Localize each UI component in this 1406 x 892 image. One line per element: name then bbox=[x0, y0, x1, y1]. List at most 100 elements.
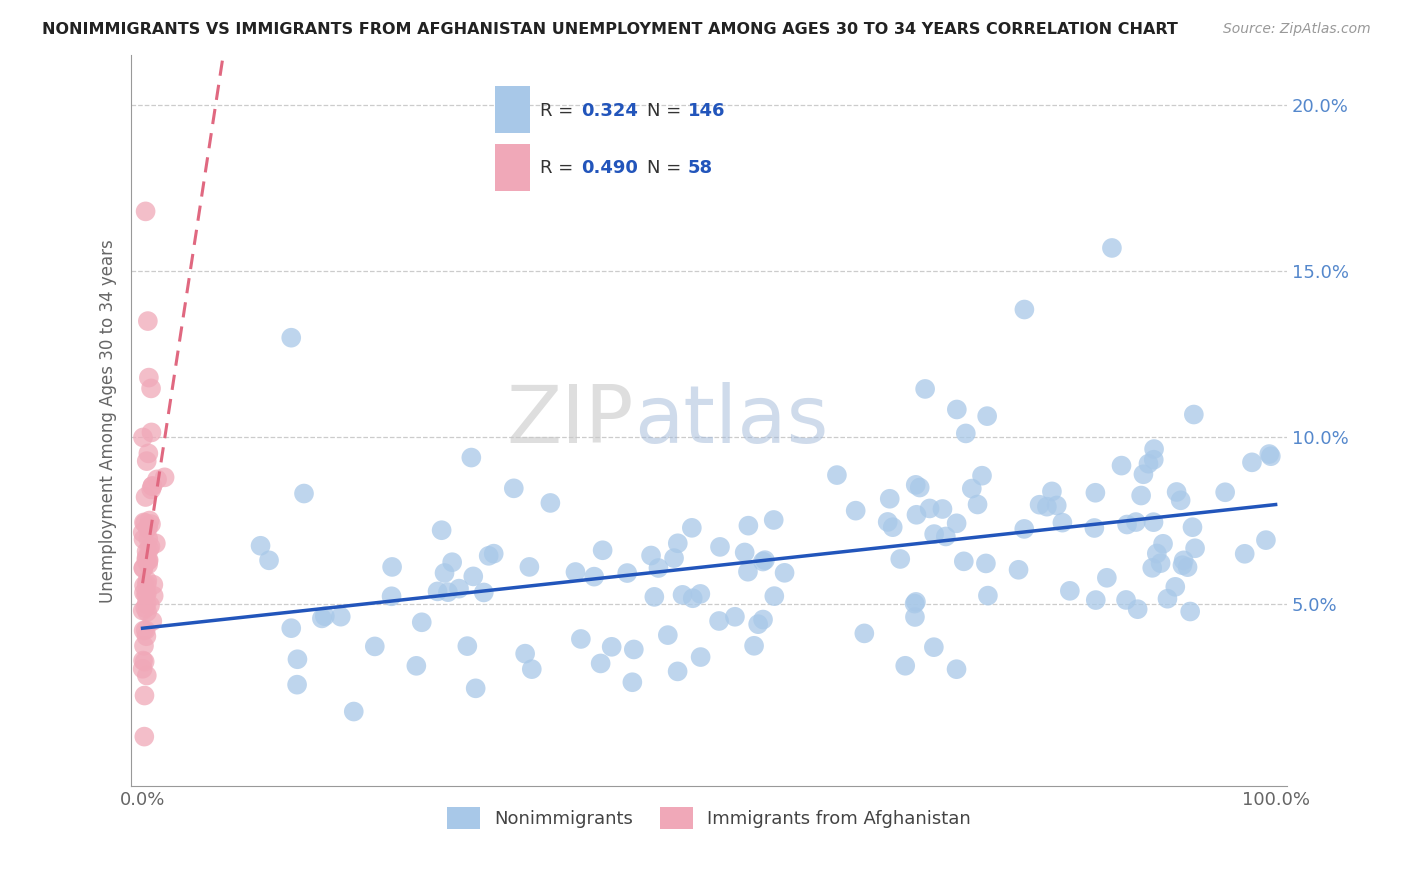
Point bbox=[1125, 515, 1147, 529]
Point bbox=[433, 566, 456, 580]
Point bbox=[141, 614, 163, 628]
Point bbox=[132, 516, 155, 530]
Point bbox=[1143, 442, 1166, 456]
Point bbox=[1180, 605, 1202, 619]
Point bbox=[1173, 553, 1195, 567]
Point bbox=[904, 597, 927, 611]
Point bbox=[960, 482, 983, 496]
Point bbox=[343, 705, 366, 719]
Point bbox=[380, 589, 402, 603]
Point bbox=[249, 539, 271, 553]
Point bbox=[734, 545, 756, 559]
Point bbox=[135, 204, 157, 219]
Point bbox=[1164, 580, 1187, 594]
Point bbox=[976, 409, 998, 424]
Point bbox=[1146, 546, 1168, 560]
Point bbox=[381, 560, 404, 574]
Point bbox=[763, 589, 786, 603]
Point bbox=[478, 549, 501, 563]
Point bbox=[138, 514, 160, 528]
Point bbox=[752, 613, 775, 627]
Point bbox=[914, 382, 936, 396]
Point bbox=[135, 490, 157, 504]
Point bbox=[364, 640, 387, 654]
Point bbox=[136, 558, 159, 572]
Point bbox=[1111, 458, 1133, 473]
Point bbox=[974, 557, 997, 571]
Point bbox=[139, 381, 162, 395]
Point bbox=[876, 515, 898, 529]
Point bbox=[515, 647, 537, 661]
Text: ZIP: ZIP bbox=[506, 382, 634, 459]
Point bbox=[135, 623, 157, 637]
Point bbox=[1233, 547, 1256, 561]
Point bbox=[139, 599, 162, 613]
Point bbox=[132, 430, 155, 444]
Point bbox=[666, 536, 689, 550]
Point bbox=[1132, 467, 1154, 482]
Point bbox=[894, 658, 917, 673]
Point bbox=[538, 496, 561, 510]
Point bbox=[146, 472, 169, 486]
Point bbox=[1012, 522, 1035, 536]
Point bbox=[671, 588, 693, 602]
Point bbox=[569, 632, 592, 646]
Point bbox=[519, 560, 541, 574]
Point bbox=[1182, 408, 1205, 422]
Point bbox=[752, 555, 775, 569]
Text: Source: ZipAtlas.com: Source: ZipAtlas.com bbox=[1223, 22, 1371, 37]
Point bbox=[131, 662, 153, 676]
Point bbox=[464, 681, 486, 696]
Point bbox=[666, 665, 689, 679]
Point bbox=[616, 566, 638, 580]
Point bbox=[977, 589, 1000, 603]
Point bbox=[1014, 302, 1036, 317]
Point bbox=[1084, 485, 1107, 500]
Point bbox=[502, 481, 524, 495]
Point bbox=[1126, 602, 1149, 616]
Point bbox=[754, 553, 776, 567]
Text: atlas: atlas bbox=[634, 382, 828, 459]
Point bbox=[134, 516, 156, 530]
Point bbox=[1143, 452, 1166, 467]
Point bbox=[904, 610, 927, 624]
Point bbox=[141, 425, 163, 440]
Point bbox=[879, 491, 901, 506]
Point bbox=[285, 678, 308, 692]
Point bbox=[904, 478, 927, 492]
Point bbox=[707, 614, 730, 628]
Point bbox=[681, 521, 703, 535]
Point bbox=[138, 370, 160, 384]
Point bbox=[935, 529, 957, 543]
Point bbox=[1116, 517, 1139, 532]
Point bbox=[1137, 457, 1160, 471]
Point bbox=[287, 652, 309, 666]
Point bbox=[1115, 593, 1137, 607]
Point bbox=[657, 628, 679, 642]
Point bbox=[136, 314, 159, 328]
Point bbox=[966, 498, 988, 512]
Point bbox=[430, 523, 453, 537]
Point bbox=[918, 501, 941, 516]
Point bbox=[946, 402, 969, 417]
Point bbox=[280, 331, 302, 345]
Point bbox=[825, 468, 848, 483]
Point bbox=[955, 426, 977, 441]
Point bbox=[138, 542, 160, 557]
Point bbox=[463, 569, 485, 583]
Point bbox=[662, 551, 685, 566]
Point bbox=[1152, 537, 1174, 551]
Point bbox=[135, 550, 157, 565]
Point bbox=[747, 617, 769, 632]
Point bbox=[134, 730, 156, 744]
Point bbox=[1240, 455, 1263, 469]
Point bbox=[460, 450, 482, 465]
Point bbox=[1184, 541, 1206, 556]
Point bbox=[904, 595, 927, 609]
Point bbox=[1084, 593, 1107, 607]
Point bbox=[773, 566, 796, 580]
Point bbox=[132, 579, 155, 593]
Point bbox=[689, 650, 711, 665]
Point bbox=[411, 615, 433, 630]
Point bbox=[945, 662, 967, 676]
